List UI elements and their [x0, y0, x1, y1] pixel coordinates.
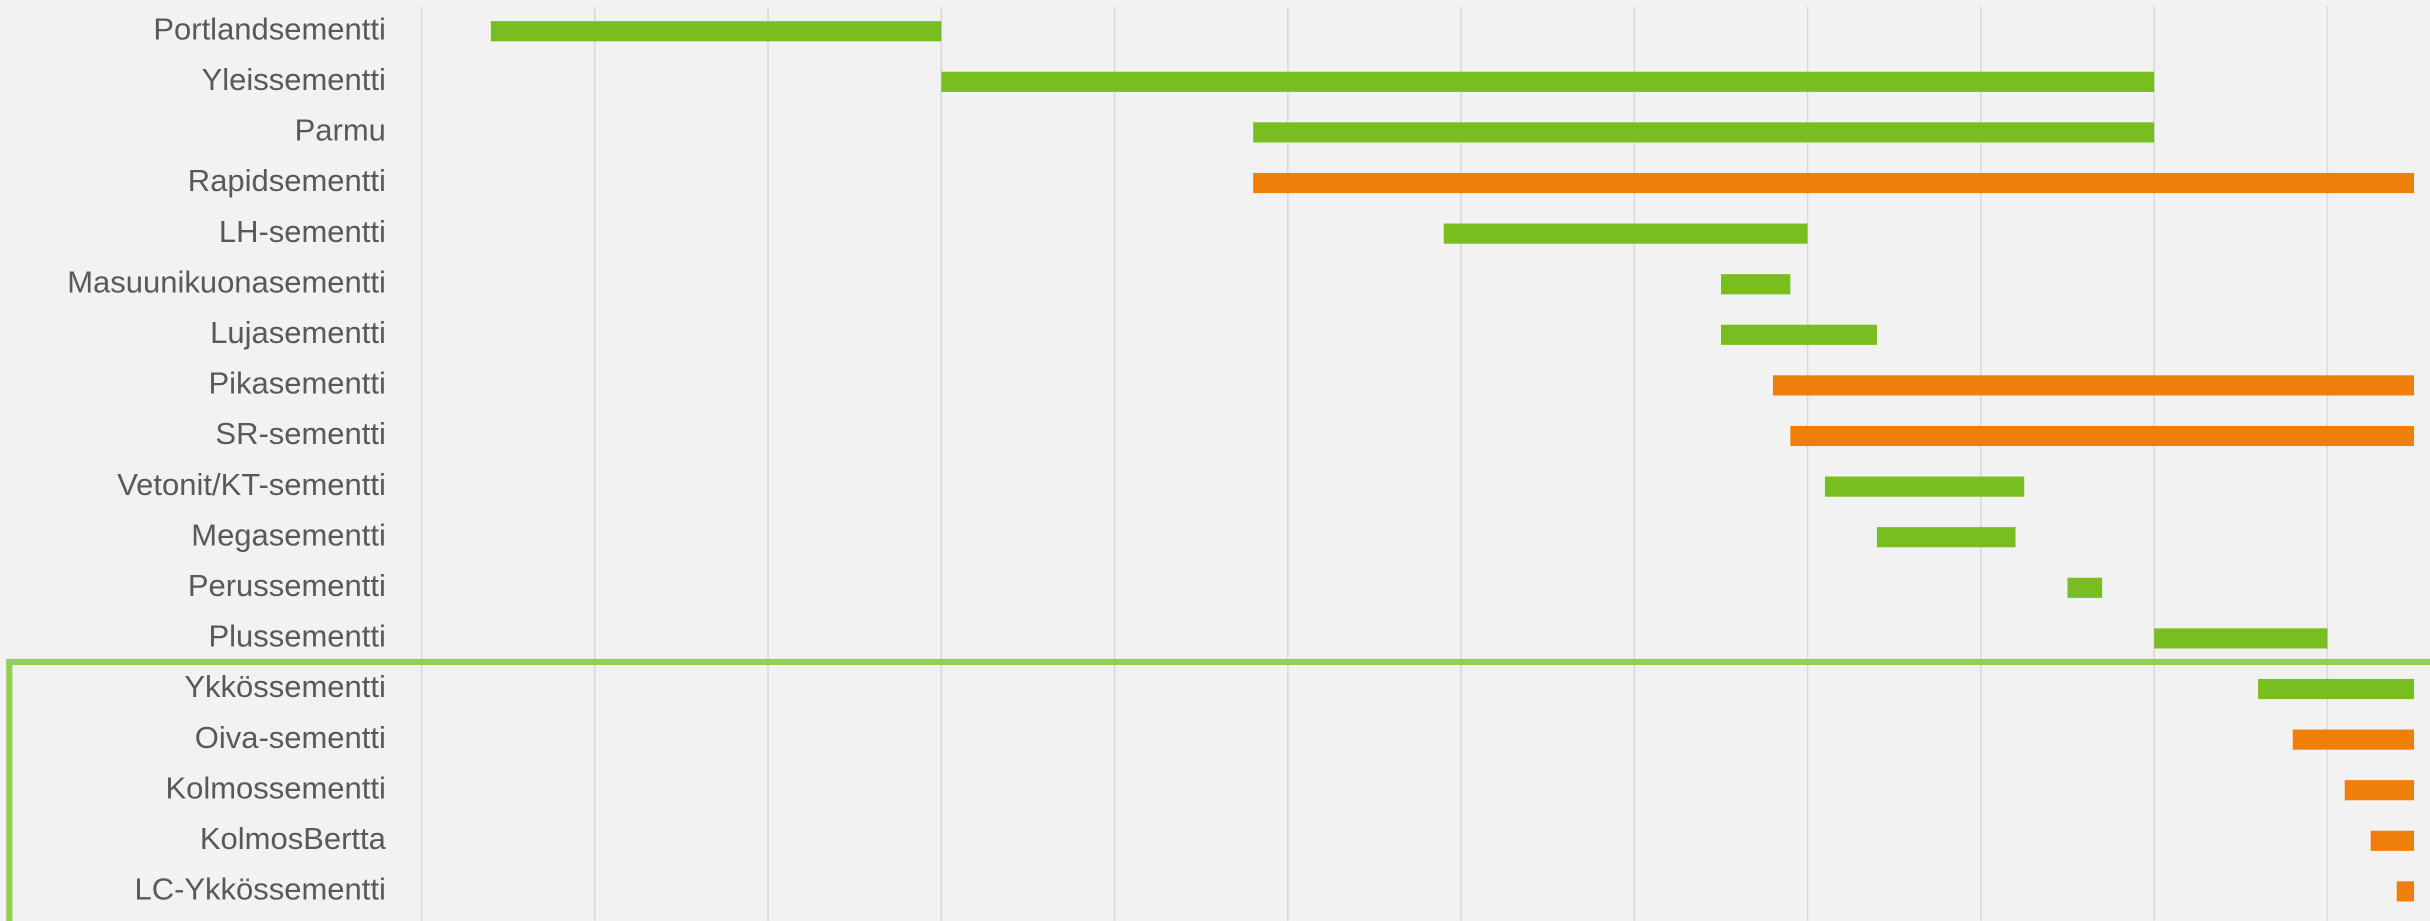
category-label: Parmu	[295, 113, 386, 148]
bar	[2396, 881, 2415, 902]
bars	[490, 21, 2415, 902]
category-label: LC-Ykkössementti	[134, 872, 385, 907]
category-label: Ykkössementti	[184, 669, 385, 704]
category-label: Portlandsementti	[153, 11, 386, 46]
category-label: Pikasementti	[209, 366, 386, 401]
category-label: SR-sementti	[215, 416, 385, 451]
category-label: Perussementti	[188, 568, 386, 603]
bar	[2154, 628, 2328, 649]
bar	[1253, 122, 2155, 143]
bar	[1772, 375, 2415, 396]
bar	[2292, 729, 2415, 750]
category-label: LH-sementti	[219, 214, 386, 249]
category-label: Kolmossementti	[165, 770, 385, 805]
category-label: Lujasementti	[210, 315, 386, 350]
bar	[941, 71, 2155, 92]
category-label: KolmosBertta	[200, 821, 387, 856]
bar	[1790, 425, 2415, 447]
bar	[2258, 678, 2415, 700]
category-label: Yleissementti	[202, 62, 386, 97]
bar	[1443, 223, 1808, 244]
category-label: Oiva-sementti	[195, 720, 386, 755]
highlight-box	[6, 658, 2430, 921]
bar	[1253, 172, 2415, 194]
bar	[1720, 324, 1877, 345]
category-label: Rapidsementti	[188, 163, 386, 198]
grid	[420, 6, 2329, 921]
bar	[2067, 577, 2103, 598]
bar	[490, 21, 942, 42]
bar	[1876, 527, 2016, 548]
category-label: Plussementti	[209, 619, 386, 654]
category-label: Vetonit/KT-sementti	[117, 467, 386, 502]
category-label: Megasementti	[191, 517, 386, 552]
bar	[2344, 780, 2415, 801]
bar	[1720, 274, 1791, 295]
bar	[1824, 476, 2025, 497]
category-label: Masuunikuonasementti	[67, 264, 386, 299]
bar	[2370, 830, 2415, 851]
